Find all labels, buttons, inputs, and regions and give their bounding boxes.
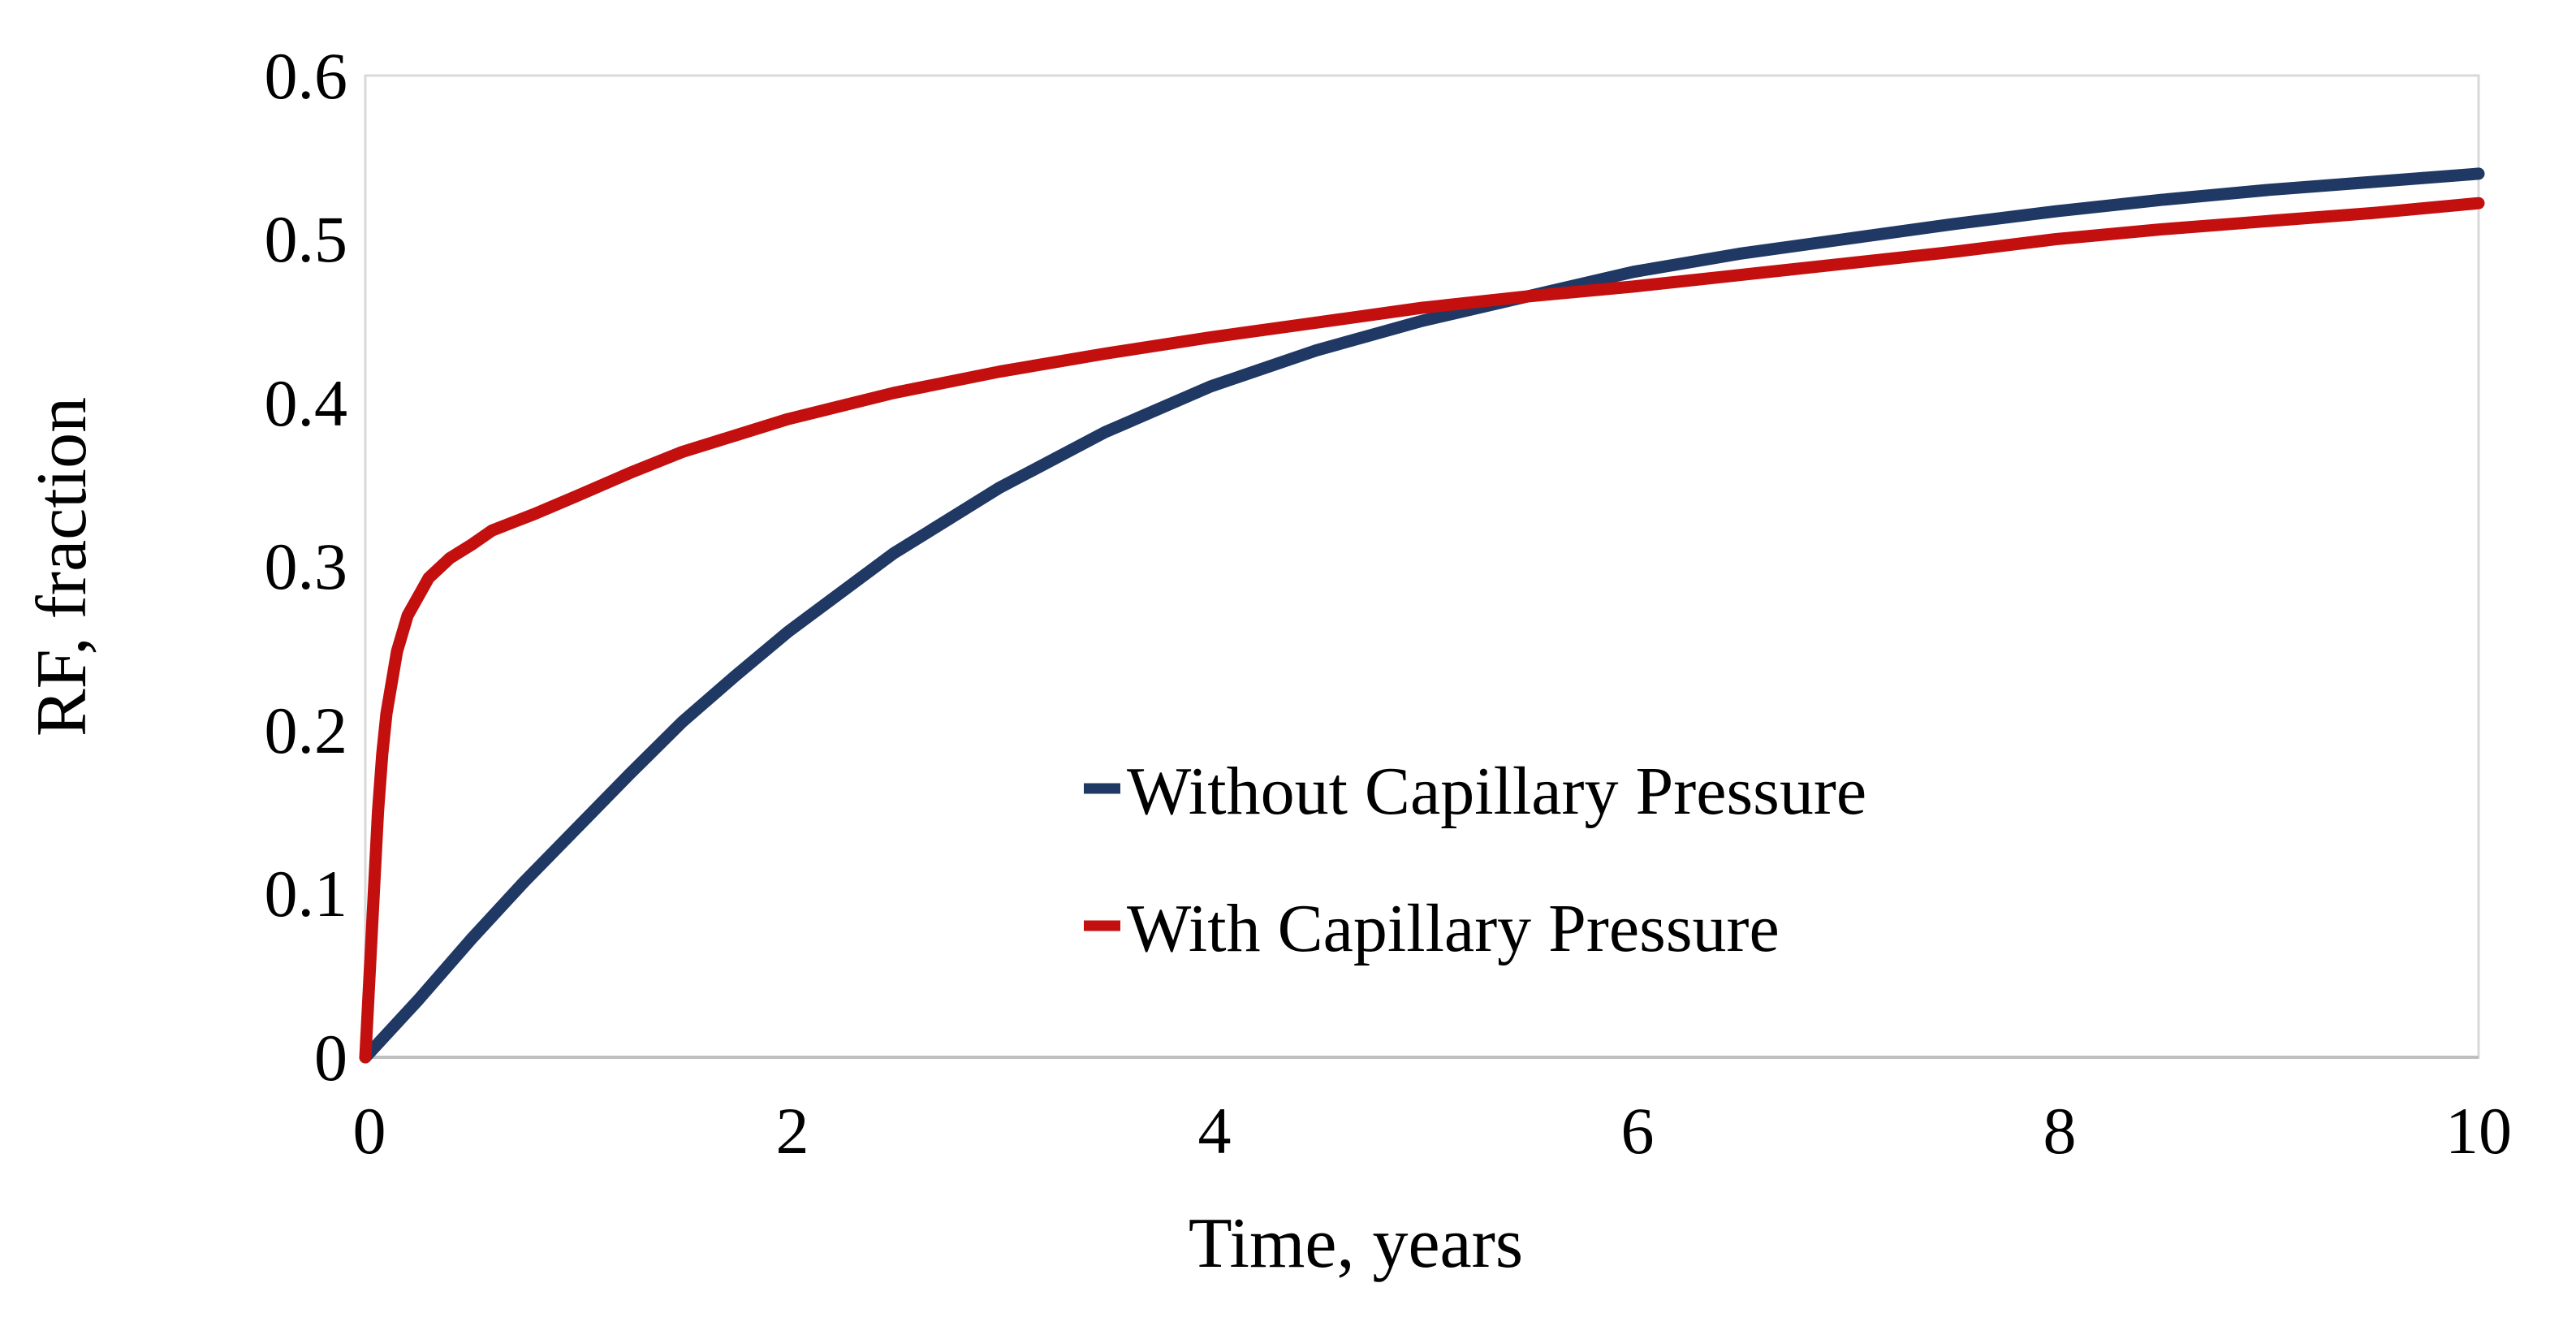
y-axis-tick-label: 0 [314, 1021, 347, 1095]
x-axis-tick-label: 10 [2445, 1094, 2512, 1168]
y-axis-tick-label: 0.4 [265, 366, 348, 440]
x-axis-tick-label: 6 [1621, 1094, 1655, 1168]
legend: Without Capillary Pressure With Capillar… [1084, 754, 1866, 966]
x-axis-tick-label: 2 [776, 1094, 809, 1168]
y-axis-title: RF, fraction [23, 397, 101, 737]
x-axis-tick-label: 0 [353, 1094, 386, 1168]
legend-label-with-capillary-pressure: With Capillary Pressure [1127, 891, 1780, 966]
legend-label-without-capillary-pressure: Without Capillary Pressure [1127, 754, 1866, 829]
x-axis-tick-label: 4 [1198, 1094, 1232, 1168]
y-axis-tick-label: 0.2 [265, 693, 348, 767]
y-axis-tick-label: 0.6 [265, 39, 348, 113]
y-axis-tick-label: 0.3 [265, 529, 348, 603]
y-axis-tick-label: 0.5 [265, 202, 348, 276]
x-axis-tick-label: 8 [2043, 1094, 2077, 1168]
x-axis-title: Time, years [1189, 1204, 1523, 1283]
series-line-with-capillary-pressure [359, 197, 2485, 1064]
y-axis-tick-label: 0.1 [265, 857, 348, 931]
series-line-without-capillary-pressure [359, 167, 2485, 1064]
